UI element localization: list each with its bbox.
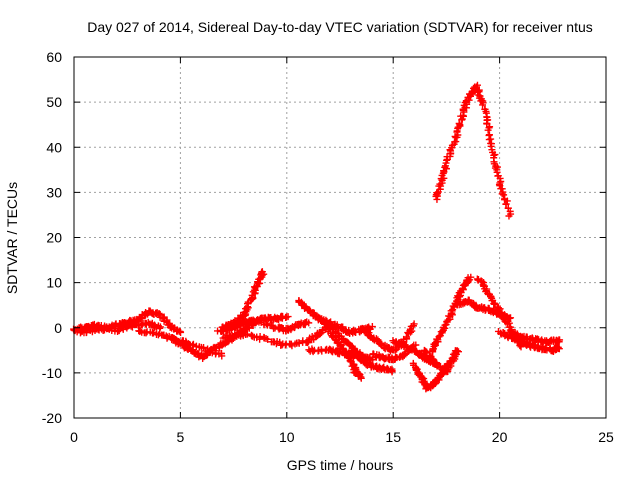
data-point: [493, 168, 501, 176]
x-tick-label: 20: [492, 429, 508, 445]
series-t16: [389, 337, 440, 368]
data-points: [70, 81, 564, 393]
chart-title: Day 027 of 2014, Sidereal Day-to-day VTE…: [87, 19, 593, 35]
series-t10: [314, 314, 366, 360]
data-point: [357, 373, 365, 381]
data-point: [243, 330, 251, 338]
data-point: [451, 355, 459, 363]
data-point: [175, 338, 183, 346]
y-tick-label: -20: [42, 410, 62, 426]
series-t18: [429, 273, 475, 356]
data-point: [303, 318, 311, 326]
data-point: [449, 350, 457, 358]
series-t23: [507, 327, 564, 347]
x-tick-label: 10: [279, 429, 295, 445]
series-t15: [369, 341, 420, 364]
data-point: [500, 191, 508, 199]
x-tick-label: 15: [385, 429, 401, 445]
data-point: [452, 347, 460, 355]
data-point: [262, 320, 270, 328]
data-point: [258, 268, 266, 276]
data-point: [475, 88, 483, 96]
data-point: [502, 200, 510, 208]
data-point: [403, 333, 411, 341]
data-point: [467, 273, 475, 281]
data-point: [148, 328, 156, 336]
series-t8: [229, 316, 313, 335]
series-t2: [73, 318, 164, 337]
data-point: [487, 142, 495, 150]
y-tick-label: 50: [46, 94, 62, 110]
data-point: [272, 340, 280, 348]
x-tick-label: 25: [598, 429, 614, 445]
data-point: [434, 336, 442, 344]
y-axis-label: SDTVAR / TECUs: [4, 182, 20, 294]
data-point: [445, 359, 453, 367]
data-point: [555, 345, 563, 353]
data-point: [410, 320, 418, 328]
data-point: [295, 339, 303, 347]
data-point: [189, 341, 197, 349]
data-point: [505, 212, 513, 220]
data-point: [435, 333, 443, 341]
data-point: [497, 177, 505, 185]
series-t24: [432, 81, 515, 220]
series-t13: [347, 347, 396, 376]
y-tick-label: -10: [42, 365, 62, 381]
data-point: [491, 151, 499, 159]
data-point: [368, 323, 376, 331]
x-tick-label: 5: [177, 429, 185, 445]
data-point: [554, 338, 562, 346]
axis-ticks: 0 5 10 15 20 25 -20 -10 0 10 20 30 40 50 60: [42, 49, 614, 445]
data-point: [484, 126, 492, 134]
data-point: [177, 328, 185, 336]
data-point: [498, 190, 506, 198]
data-point: [281, 341, 289, 349]
data-point: [254, 317, 262, 325]
series-t19: [420, 346, 461, 376]
y-tick-label: 60: [46, 49, 62, 65]
series-t12: [324, 328, 365, 382]
data-point: [412, 341, 420, 349]
data-point: [388, 368, 396, 376]
data-point: [218, 352, 226, 360]
data-point: [391, 346, 399, 354]
data-point: [137, 314, 145, 322]
series-t7: [219, 321, 334, 350]
data-point: [479, 101, 487, 109]
data-point: [310, 311, 318, 319]
grid: [74, 57, 606, 418]
y-tick-label: 0: [54, 320, 62, 336]
data-point: [156, 323, 164, 331]
data-point: [284, 313, 292, 321]
data-point: [455, 119, 463, 127]
series-t4: [135, 327, 226, 360]
y-tick-label: 40: [46, 139, 62, 155]
data-point: [318, 347, 326, 355]
y-tick-label: 20: [46, 230, 62, 246]
x-axis-label: GPS time / hours: [287, 457, 394, 473]
data-point: [256, 335, 264, 343]
data-point: [264, 335, 272, 343]
data-point: [346, 356, 354, 364]
data-point: [175, 327, 183, 335]
series-t14: [357, 320, 418, 355]
y-tick-label: 30: [46, 184, 62, 200]
y-tick-label: 10: [46, 275, 62, 291]
data-point: [478, 278, 486, 286]
x-tick-label: 0: [70, 429, 78, 445]
